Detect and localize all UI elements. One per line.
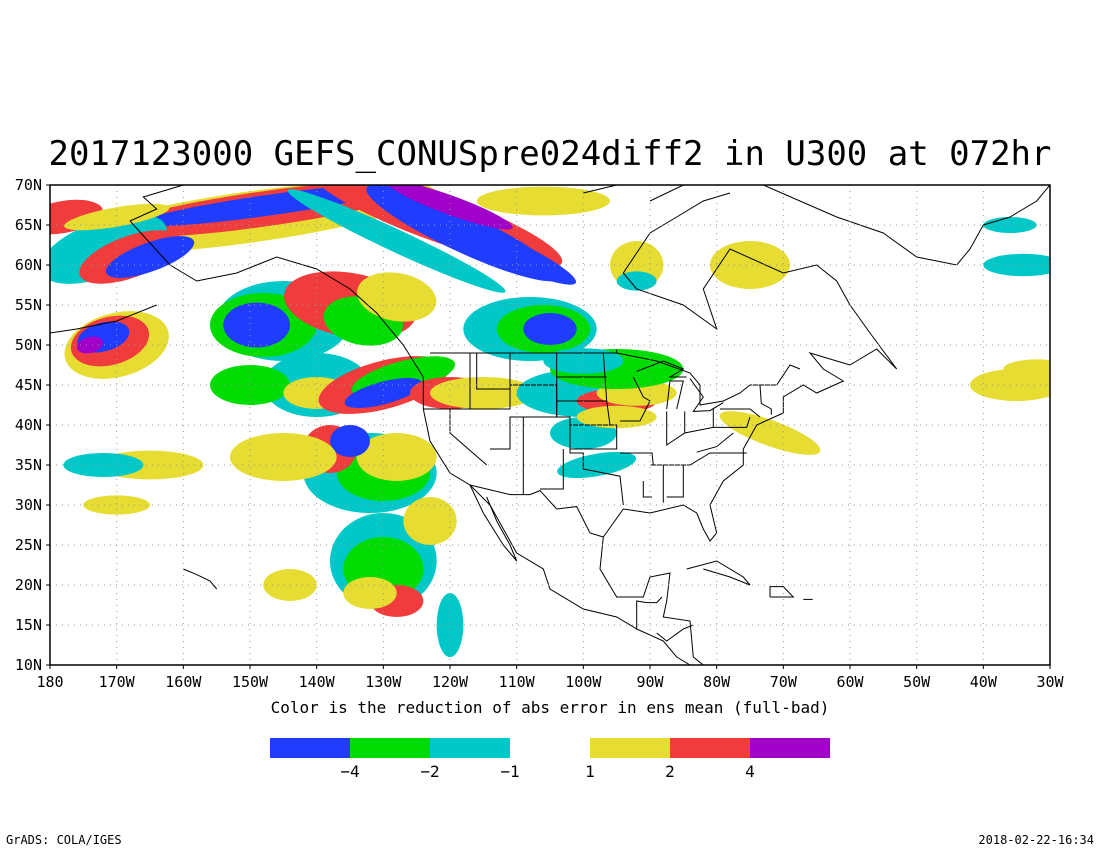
lat-tick-label: 65N <box>15 216 42 234</box>
lon-tick-label: 110W <box>499 673 536 691</box>
lat-tick-label: 55N <box>15 296 42 314</box>
lon-tick-labels: 180 170W 160W 150W 140W 130W 120W 110W 100W 90W 80… <box>36 665 1065 691</box>
shaded-region <box>330 425 370 457</box>
lon-tick-label: 150W <box>232 673 269 691</box>
coastline-segment <box>50 304 157 334</box>
shaded-region <box>64 203 170 231</box>
coastline-segment <box>469 484 604 538</box>
lon-tick-label: 50W <box>903 673 931 691</box>
shaded-region <box>357 272 437 322</box>
shaded-region <box>710 241 790 289</box>
lat-tick-label: 30N <box>15 496 42 514</box>
map-subtitle: Color is the reduction of abs error in e… <box>270 698 830 717</box>
coastline-segment <box>569 424 624 506</box>
coastline-segment <box>183 568 218 590</box>
lon-tick-label: 70W <box>770 673 798 691</box>
coastline-layer <box>50 185 1050 665</box>
coastline-segment <box>689 378 724 412</box>
coastline-segment <box>540 449 564 490</box>
coastline-segment <box>469 484 518 562</box>
lon-tick-label: 60W <box>836 673 864 691</box>
shaded-region <box>105 236 195 278</box>
shaded-region <box>476 186 610 216</box>
lat-tick-label: 20N <box>15 576 42 594</box>
shaded-region <box>230 433 337 481</box>
coastline-segment <box>129 220 691 665</box>
footer-timestamp: 2018-02-22-16:34 <box>978 833 1094 847</box>
shaded-region <box>344 378 423 408</box>
shaded-region <box>287 189 506 293</box>
lat-tick-label: 45N <box>15 376 42 394</box>
lon-tick-label: 120W <box>432 673 469 691</box>
lat-tick-label: 35N <box>15 456 42 474</box>
coastline-segment <box>720 408 761 418</box>
lat-tick-label: 15N <box>15 616 42 634</box>
shaded-region <box>63 453 144 477</box>
lat-tick-label: 70N <box>15 176 42 194</box>
coastline-segment <box>602 192 898 542</box>
coastline-segment <box>769 586 795 598</box>
map-title: 2017123000 GEFS_CONUSpre024diff2 in U300… <box>48 134 1052 174</box>
grid-layer <box>50 185 1050 665</box>
lat-tick-labels: 10N 15N 20N 25N 30N 35N 40N 45N 50N 55N 60N 65N 70N <box>15 176 50 674</box>
lon-tick-label: 140W <box>299 673 336 691</box>
lat-tick-label: 60N <box>15 256 42 274</box>
coastline-segment <box>599 536 704 665</box>
shaded-region <box>616 271 657 291</box>
coastline-segment <box>713 416 751 428</box>
coastline-segment <box>602 352 611 426</box>
coastline-segment <box>650 452 747 466</box>
shaded-region <box>576 405 657 429</box>
lon-tick-label: 90W <box>636 673 664 691</box>
coastline-segment <box>616 352 801 406</box>
lon-tick-label: 80W <box>703 673 731 691</box>
lon-tick-label: 130W <box>365 673 402 691</box>
shaded-region <box>436 593 464 657</box>
shaded-region <box>983 253 1050 277</box>
coastline-segment <box>476 353 510 390</box>
shaded-region <box>210 365 290 405</box>
coastline-segment <box>620 452 654 466</box>
shaded-field-layer <box>50 185 1050 657</box>
lon-tick-label: 100W <box>565 673 602 691</box>
shaded-region <box>387 185 513 230</box>
shaded-region <box>543 348 624 374</box>
coastline-segment <box>759 384 772 415</box>
lon-tick-label: 40W <box>970 673 998 691</box>
lon-tick-label: 30W <box>1036 673 1064 691</box>
shaded-region <box>523 313 577 345</box>
coastline-segment <box>583 185 617 194</box>
lon-tick-label: 180 <box>36 673 63 691</box>
lon-tick-label: 160W <box>165 673 202 691</box>
coastline-segment <box>636 360 687 378</box>
coastline-segment <box>666 465 684 498</box>
lat-tick-label: 40N <box>15 416 42 434</box>
coastline-segment <box>129 185 290 222</box>
shaded-region <box>76 336 104 354</box>
coastline-segment <box>642 481 652 498</box>
coastline-segment <box>636 596 663 629</box>
lat-tick-label: 50N <box>15 336 42 354</box>
coastline-segment <box>649 185 684 202</box>
coastline-segment <box>656 624 694 642</box>
coastline-segment <box>490 353 558 450</box>
shaded-region <box>223 302 290 348</box>
shaded-region <box>430 213 577 285</box>
shaded-region <box>719 411 821 455</box>
shaded-region <box>1003 359 1050 379</box>
lon-tick-label: 170W <box>99 673 136 691</box>
shaded-region <box>343 577 397 609</box>
coastline-segment <box>666 409 714 446</box>
footer-credit: GrADS: COLA/IGES <box>6 833 122 847</box>
lat-tick-label: 10N <box>15 656 42 674</box>
shaded-region <box>403 497 457 545</box>
coastline-segment <box>696 432 734 453</box>
shaded-region <box>356 433 437 481</box>
coastline-segment <box>686 560 751 586</box>
coastline-segment <box>666 380 684 410</box>
lat-tick-label: 25N <box>15 536 42 554</box>
